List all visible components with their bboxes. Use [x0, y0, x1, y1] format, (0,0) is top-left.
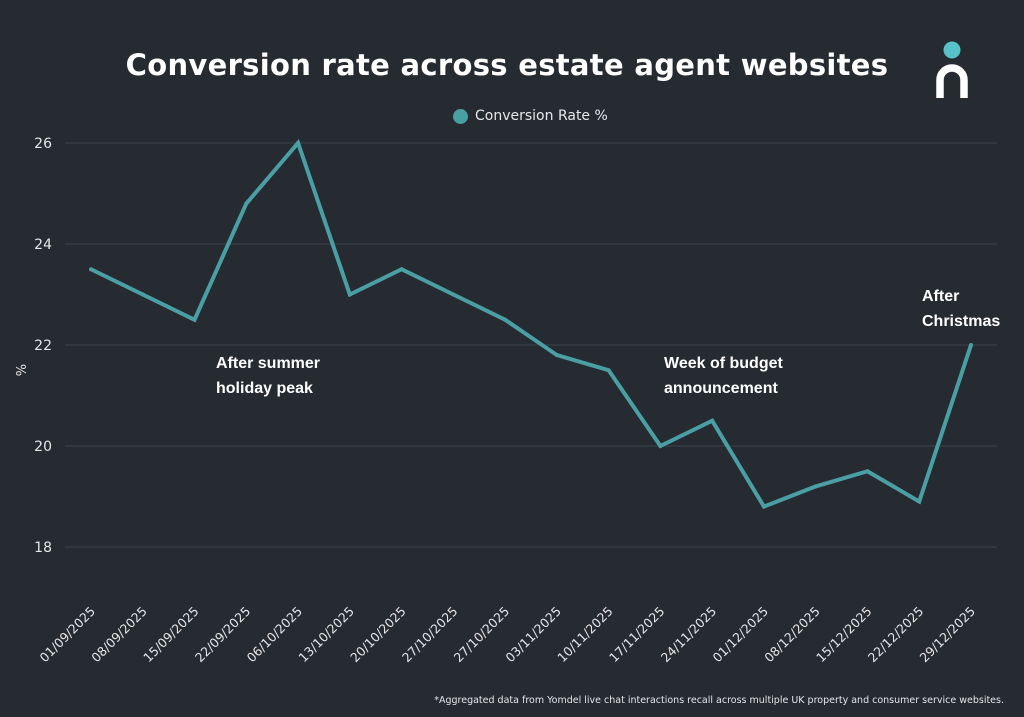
annotation-text: Christmas: [922, 313, 1000, 330]
annotation-text: After: [922, 288, 959, 305]
annotation-text: announcement: [664, 380, 778, 397]
data-point: [710, 418, 715, 423]
data-point: [503, 317, 508, 322]
annotation-text: holiday peak: [216, 380, 313, 397]
data-point: [865, 469, 870, 474]
data-point: [451, 292, 456, 297]
y-tick-label: 18: [34, 540, 52, 556]
data-point: [969, 343, 973, 347]
y-tick-label: 20: [34, 439, 52, 455]
annotation-text: Week of budget: [664, 355, 783, 372]
series-line: [90, 139, 973, 510]
y-axis-label: %: [15, 364, 30, 376]
annotation-text: After summer: [216, 355, 320, 372]
x-tick-label: 29/12/2025: [917, 604, 979, 666]
data-point: [192, 317, 197, 322]
y-tick-label: 24: [34, 237, 52, 253]
brand-logo-icon: [936, 41, 968, 98]
data-point: [244, 201, 249, 206]
legend-marker: [453, 108, 468, 124]
data-point: [917, 499, 922, 504]
y-tick-label: 22: [34, 338, 52, 354]
data-point: [296, 141, 301, 145]
data-point: [399, 267, 404, 272]
data-point: [606, 368, 611, 373]
legend: Conversion Rate %: [453, 108, 608, 124]
chart-title: Conversion rate across estate agent webs…: [125, 48, 889, 82]
data-point: [554, 353, 559, 358]
data-point: [658, 444, 663, 448]
data-point: [140, 292, 145, 297]
data-point: [761, 504, 766, 509]
data-point: [347, 292, 352, 297]
legend-label: Conversion Rate %: [475, 108, 608, 124]
footnote: *Aggregated data from Yomdel live chat i…: [434, 695, 1004, 706]
y-tick-label: 26: [34, 136, 52, 152]
data-point: [813, 484, 818, 489]
data-point: [89, 267, 93, 272]
